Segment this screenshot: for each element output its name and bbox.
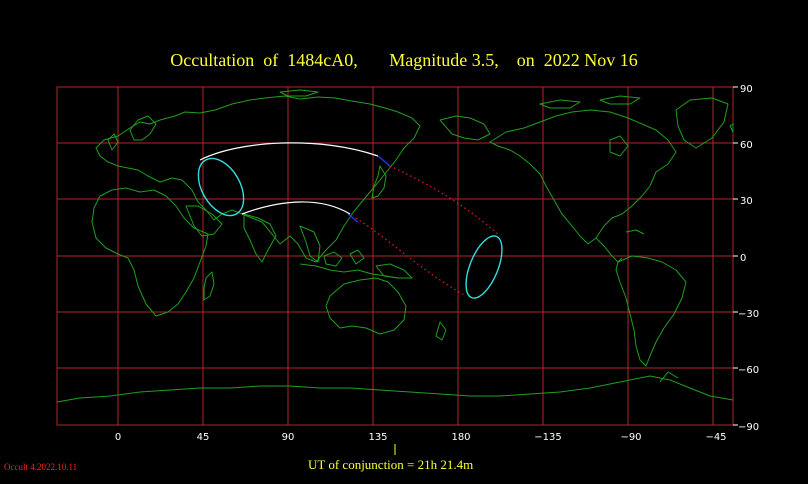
central-america (595, 237, 623, 263)
india (243, 213, 277, 263)
limit-ellipses (197, 157, 503, 299)
path-night (355, 165, 501, 297)
lat-tick: −90 (738, 422, 759, 433)
lon-tick: 45 (197, 432, 210, 443)
path-day-south (241, 201, 351, 215)
ut-conjunction-label: UT of conjunction = 21h 21.4m (308, 457, 474, 472)
new-guinea (375, 263, 413, 279)
japan (371, 165, 387, 199)
greenland (675, 97, 729, 149)
lat-tick: −30 (738, 309, 759, 320)
lon-tick: 90 (282, 432, 295, 443)
antarctica (56, 375, 734, 403)
madagascar (203, 271, 215, 301)
lon-tick: −90 (620, 432, 641, 443)
new-zealand (435, 321, 447, 341)
scandinavia (129, 115, 157, 141)
graticule (57, 87, 733, 425)
indochina (299, 225, 321, 263)
africa (91, 187, 209, 317)
path-night-north (389, 165, 501, 237)
lat-tick: 30 (740, 196, 753, 207)
lat-tick: 60 (740, 140, 753, 151)
north-america (489, 109, 677, 245)
eurasia (95, 95, 421, 263)
path-daylight (199, 142, 379, 215)
sunrise-ellipse (197, 157, 245, 217)
lat-labels: 90 60 30 0 −30 −60 −90 (738, 84, 759, 433)
arabia (185, 205, 223, 237)
lon-tick: −135 (534, 432, 561, 443)
lat-tick: −60 (738, 365, 759, 376)
path-night-south (355, 217, 467, 297)
lon-tick: 135 (368, 432, 387, 443)
sunset-ellipse (465, 235, 503, 299)
lon-tick: −45 (705, 432, 726, 443)
map-title: Occultation of 1484cA0, Magnitude 3.5, o… (170, 50, 638, 70)
lat-tick: 90 (740, 84, 753, 95)
chukotka (439, 115, 491, 141)
version-label: Occult 4.2022.10.11 (4, 462, 78, 472)
britain (107, 133, 119, 151)
path-day-north (199, 142, 379, 161)
lon-tick: 180 (451, 432, 470, 443)
australia (325, 277, 407, 335)
lat-tick: 0 (740, 253, 746, 264)
lon-labels: 0 45 90 135 180 −135 −90 −45 (115, 432, 727, 443)
path-twilight (347, 155, 391, 223)
coastlines (56, 89, 734, 403)
lon-tick: 0 (115, 432, 121, 443)
south-america (615, 255, 687, 367)
